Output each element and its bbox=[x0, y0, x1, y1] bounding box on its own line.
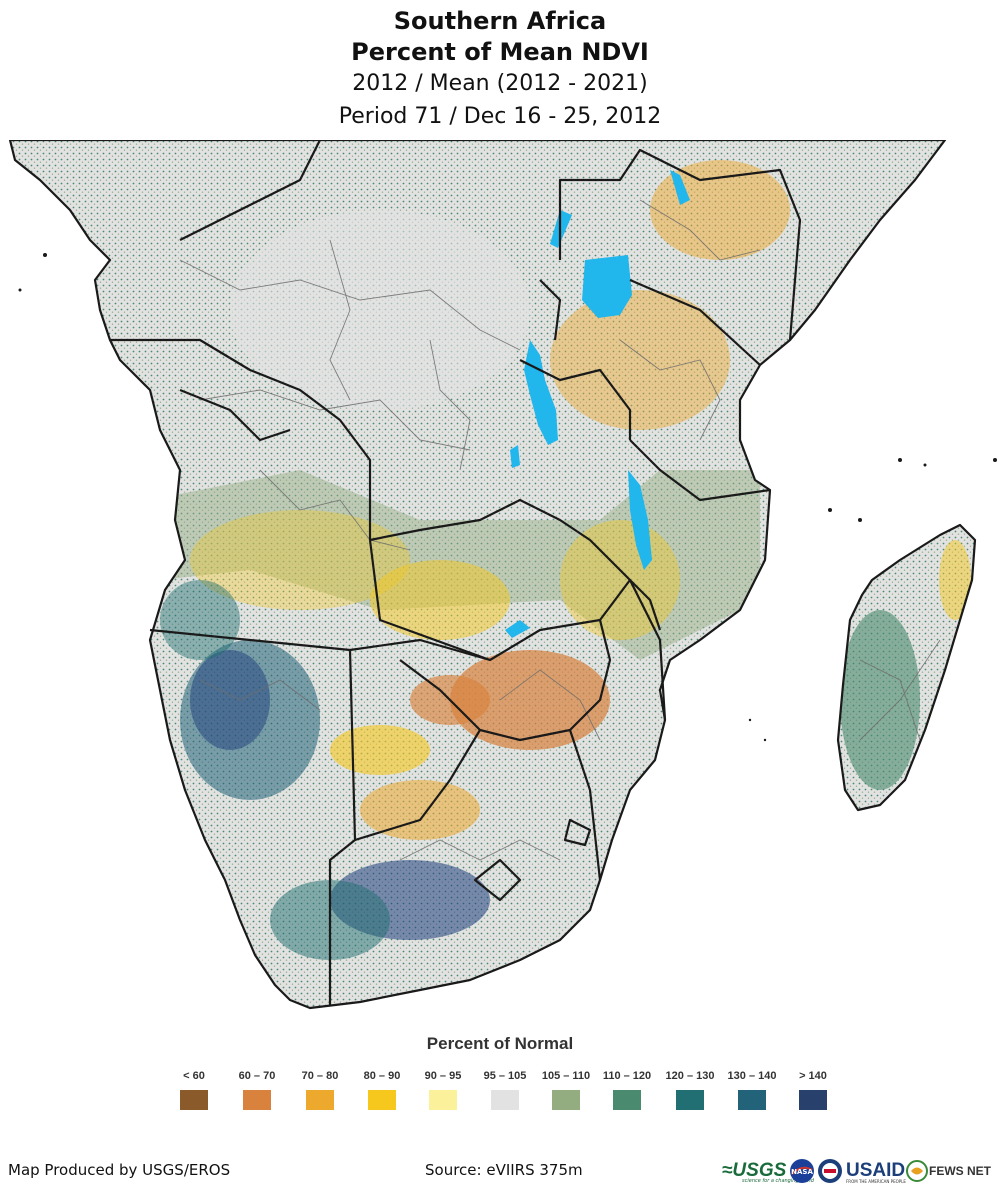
legend-item: 110 – 120 bbox=[597, 1068, 657, 1110]
admin-boundaries bbox=[179, 199, 941, 861]
legend: < 60 60 – 70 70 – 80 80 – 90 90 – 95 95 – 105… bbox=[0, 1068, 1007, 1118]
map-credit: Map Produced by USGS/EROS bbox=[8, 1161, 231, 1179]
map-subtitle-period: 2012 / Mean (2012 - 2021) bbox=[352, 71, 648, 96]
legend-item-label: 90 – 95 bbox=[424, 1070, 462, 1082]
map-subtitle-dekad: Period 71 / Dec 16 - 25, 2012 bbox=[338, 104, 662, 129]
legend-item: 70 – 80 bbox=[290, 1068, 350, 1110]
legend-item-label: 110 – 120 bbox=[602, 1070, 652, 1082]
legend-item-label: 120 – 130 bbox=[665, 1070, 715, 1082]
legend-swatch bbox=[491, 1090, 519, 1110]
usaid-logo: USAID bbox=[846, 1160, 906, 1181]
map-title-block: Southern Africa Percent of Mean NDVI 201… bbox=[0, 6, 1000, 134]
legend-swatch bbox=[368, 1090, 396, 1110]
legend-item: < 60 bbox=[164, 1068, 224, 1110]
usgs-logo-tagline: science for a changing world bbox=[742, 1178, 814, 1184]
legend-swatch bbox=[180, 1090, 208, 1110]
lake-malawi bbox=[628, 470, 652, 570]
legend-item-label: 95 – 105 bbox=[483, 1070, 527, 1082]
nasa-logo: NASA bbox=[789, 1156, 815, 1186]
legend-item: 60 – 70 bbox=[227, 1068, 287, 1110]
legend-item: 120 – 130 bbox=[660, 1068, 720, 1110]
legend-swatch bbox=[676, 1090, 704, 1110]
legend-item-label: 105 – 110 bbox=[541, 1070, 591, 1082]
legend-item-label: 130 – 140 bbox=[727, 1070, 777, 1082]
legend-item: 90 – 95 bbox=[413, 1068, 473, 1110]
legend-item: 80 – 90 bbox=[352, 1068, 412, 1110]
island-markers bbox=[18, 253, 997, 742]
usaid-logo-tagline: FROM THE AMERICAN PEOPLE bbox=[846, 1179, 906, 1184]
legend-swatch bbox=[429, 1090, 457, 1110]
lake-turkana bbox=[670, 170, 690, 205]
legend-item: 130 – 140 bbox=[722, 1068, 782, 1110]
data-source: Source: eVIIRS 375m bbox=[425, 1161, 583, 1179]
legend-item: > 140 bbox=[783, 1068, 843, 1110]
lake-kariba bbox=[505, 620, 530, 638]
legend-swatch bbox=[738, 1090, 766, 1110]
country-boundaries bbox=[8, 140, 977, 1010]
partner-logos: ≈USGS science for a changing world NASA … bbox=[722, 1156, 1002, 1186]
lake-victoria bbox=[582, 255, 632, 318]
legend-swatch bbox=[799, 1090, 827, 1110]
legend-item-label: 60 – 70 bbox=[238, 1070, 276, 1082]
legend-swatch bbox=[613, 1090, 641, 1110]
map-title-product: Percent of Mean NDVI bbox=[351, 38, 649, 66]
lake-mweru bbox=[510, 445, 520, 468]
legend-item: 95 – 105 bbox=[475, 1068, 535, 1110]
legend-swatch bbox=[306, 1090, 334, 1110]
legend-item-label: 80 – 90 bbox=[363, 1070, 401, 1082]
fews-globe-icon bbox=[906, 1156, 928, 1186]
legend-swatch bbox=[552, 1090, 580, 1110]
fews-net-logo: FEWS NET bbox=[929, 1164, 991, 1178]
nasa-logo-text: NASA bbox=[791, 1168, 813, 1176]
legend-item-label: < 60 bbox=[183, 1070, 205, 1082]
legend-swatch bbox=[243, 1090, 271, 1110]
legend-item-label: > 140 bbox=[799, 1070, 827, 1082]
usaid-seal-icon bbox=[817, 1156, 843, 1186]
legend-title: Percent of Normal bbox=[426, 1034, 574, 1053]
usgs-logo: ≈USGS bbox=[722, 1160, 787, 1181]
legend-item-label: 70 – 80 bbox=[301, 1070, 339, 1082]
ndvi-map[interactable] bbox=[0, 140, 1007, 1020]
legend-item: 105 – 110 bbox=[536, 1068, 596, 1110]
map-title: Southern Africa bbox=[393, 7, 607, 35]
